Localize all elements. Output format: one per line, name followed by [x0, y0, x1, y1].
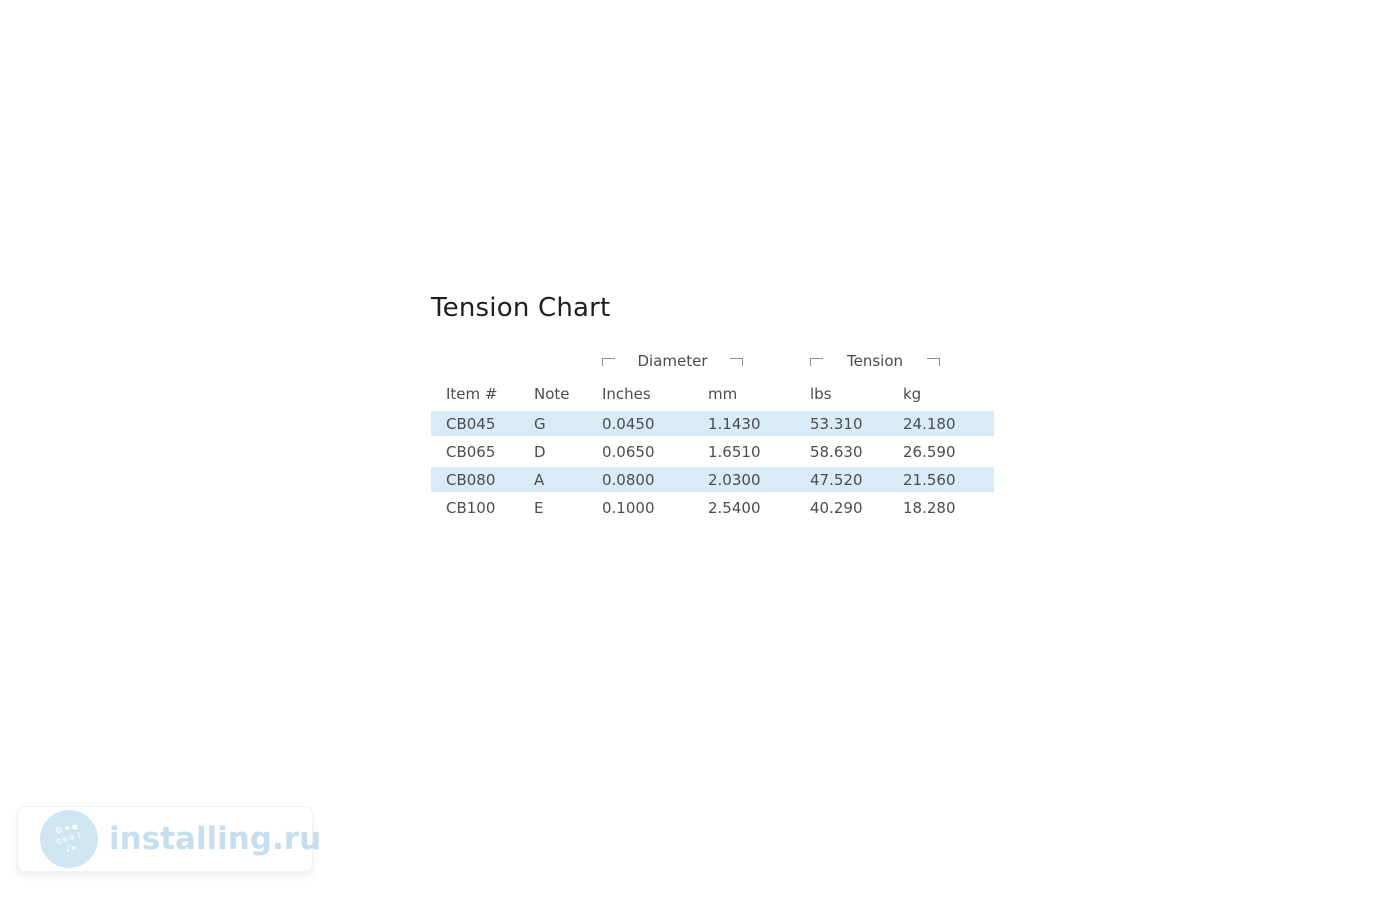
column-group-tension: Tension — [810, 351, 940, 371]
cell-note: G — [519, 411, 587, 439]
bracket-left-icon — [810, 358, 823, 366]
column-header-mm: mm — [693, 378, 795, 411]
column-group-label: Diameter — [637, 352, 708, 370]
cell-lbs: 40.290 — [795, 495, 888, 523]
cell-item: CB045 — [431, 411, 519, 439]
brand-name: installing.ru — [109, 821, 322, 857]
column-group-row: Diameter Tension — [431, 351, 994, 375]
cell-inches: 0.0650 — [587, 439, 693, 467]
cell-lbs: 53.310 — [795, 411, 888, 439]
table-row: CB100 E 0.1000 2.5400 40.290 18.280 — [431, 495, 994, 523]
cell-kg: 18.280 — [888, 495, 994, 523]
column-header-kg: kg — [888, 378, 994, 411]
cell-mm: 2.5400 — [693, 495, 795, 523]
cell-inches: 0.0800 — [587, 467, 693, 495]
brand-watermark: ⚙✦▪ ok✳⌇ ♪▸ installing.ru — [17, 806, 321, 872]
column-header-item: Item # — [431, 378, 519, 411]
cell-note: E — [519, 495, 587, 523]
cell-kg: 26.590 — [888, 439, 994, 467]
cell-kg: 21.560 — [888, 467, 994, 495]
column-group-diameter: Diameter — [602, 351, 743, 371]
column-header-lbs: lbs — [795, 378, 888, 411]
table-row: CB080 A 0.0800 2.0300 47.520 21.560 — [431, 467, 994, 495]
cell-lbs: 58.630 — [795, 439, 888, 467]
icon-collage: ⚙✦▪ ok✳⌇ ♪▸ — [53, 821, 84, 856]
table-row: CB065 D 0.0650 1.6510 58.630 26.590 — [431, 439, 994, 467]
cell-inches: 0.0450 — [587, 411, 693, 439]
cell-item: CB080 — [431, 467, 519, 495]
bracket-right-icon — [730, 358, 743, 366]
bracket-left-icon — [602, 358, 615, 366]
column-group-label: Tension — [846, 352, 903, 370]
tension-chart-section: Tension Chart Diameter Tension Item # No… — [431, 292, 994, 552]
table-row: CB045 G 0.0450 1.1430 53.310 24.180 — [431, 411, 994, 439]
cell-mm: 1.1430 — [693, 411, 795, 439]
cell-inches: 0.1000 — [587, 495, 693, 523]
brand-logo-icon: ⚙✦▪ ok✳⌇ ♪▸ — [40, 810, 98, 868]
cell-note: A — [519, 467, 587, 495]
bracket-right-icon — [926, 358, 940, 366]
column-header-note: Note — [519, 378, 587, 411]
cell-item: CB100 — [431, 495, 519, 523]
cell-mm: 2.0300 — [693, 467, 795, 495]
cell-note: D — [519, 439, 587, 467]
cell-kg: 24.180 — [888, 411, 994, 439]
tension-table: Item # Note Inches mm lbs kg CB045 G 0.0… — [431, 378, 994, 523]
page-title: Tension Chart — [431, 293, 611, 323]
cell-item: CB065 — [431, 439, 519, 467]
cell-lbs: 47.520 — [795, 467, 888, 495]
column-header-inches: Inches — [587, 378, 693, 411]
cell-mm: 1.6510 — [693, 439, 795, 467]
table-header-row: Item # Note Inches mm lbs kg — [431, 378, 994, 411]
